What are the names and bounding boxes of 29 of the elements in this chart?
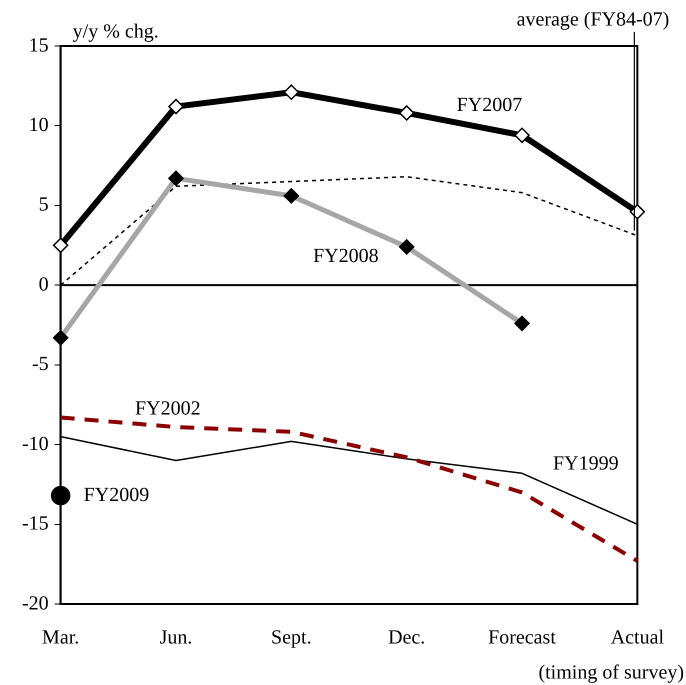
series-label: FY2007	[456, 94, 522, 116]
x-tick-label: Actual	[610, 626, 664, 648]
y-tick-label: -20	[22, 592, 49, 614]
x-tick-label: Mar.	[42, 626, 80, 648]
series-label: FY2009	[84, 484, 150, 506]
point	[284, 84, 300, 100]
x-tick-label: Sept.	[271, 626, 312, 648]
line-series	[58, 415, 640, 563]
series-label: FY2008	[313, 245, 379, 268]
y-axis-title: y/y % chg.	[72, 20, 159, 42]
y-tick-label: 10	[28, 114, 49, 136]
text: average (FY84-07)	[516, 8, 670, 30]
y-tick-label: 15	[28, 34, 49, 56]
y-tick-label: 0	[38, 273, 49, 296]
series-label: FY2002	[134, 397, 201, 420]
point	[50, 486, 70, 506]
point	[398, 105, 414, 121]
y-tick-label: 5	[38, 194, 49, 216]
x-tick-label: Dec.	[388, 626, 426, 648]
y-tick-label: -5	[32, 353, 49, 376]
point	[514, 128, 530, 144]
x-tick-label: Forecast	[488, 626, 556, 648]
series-label: FY1999	[553, 452, 619, 475]
y-tick-label: -15	[22, 512, 49, 535]
point	[52, 238, 68, 254]
point	[168, 98, 184, 114]
y-tick-label: -10	[22, 432, 49, 455]
x-tick-label: Jun.	[160, 626, 192, 648]
x-axis-title: (timing of survey)	[538, 661, 684, 684]
